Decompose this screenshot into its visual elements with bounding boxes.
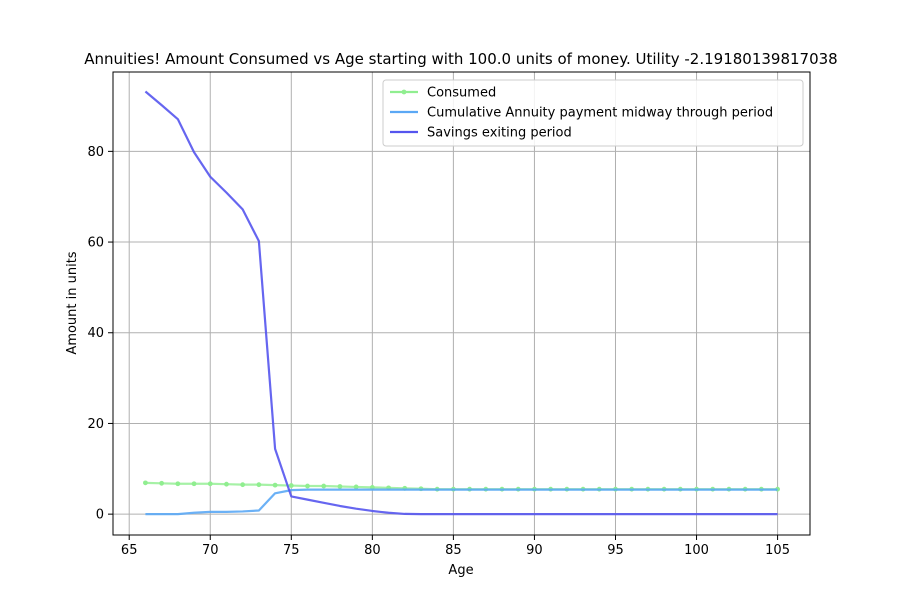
data-point: [191, 481, 197, 487]
data-point: [353, 484, 359, 490]
data-point: [175, 481, 181, 487]
legend-label: Cumulative Annuity payment midway throug…: [427, 106, 773, 121]
chart-title: Annuities! Amount Consumed vs Age starti…: [84, 50, 837, 68]
y-tick-label: 40: [87, 326, 104, 341]
series-line: [145, 481, 778, 491]
y-axis: 0 20 40 60 80: [87, 145, 113, 523]
data-point: [321, 483, 327, 489]
series-layer: [143, 90, 780, 516]
x-tick-label: 105: [765, 543, 790, 558]
x-tick-label: 75: [283, 543, 300, 558]
x-tick-label: 95: [607, 543, 624, 558]
x-tick-label: 80: [364, 543, 381, 558]
y-tick-label: 80: [87, 145, 104, 160]
data-point: [305, 483, 310, 489]
x-tick-label: 85: [445, 543, 462, 558]
data-point: [256, 482, 262, 488]
series-1: [145, 488, 778, 516]
series-line: [144, 90, 778, 516]
plot-frame: [112, 71, 811, 536]
grid: [113, 72, 810, 535]
x-axis-label: Age: [448, 563, 473, 578]
x-tick-label: 90: [526, 543, 543, 558]
data-point: [143, 480, 148, 486]
data-point: [207, 481, 213, 487]
legend-label: Consumed: [427, 86, 496, 101]
y-tick-label: 60: [87, 236, 104, 251]
y-tick-label: 20: [87, 417, 104, 432]
data-point: [240, 482, 246, 488]
series-line: [145, 488, 778, 516]
series-2: [144, 90, 778, 516]
data-point: [224, 481, 229, 487]
data-point: [272, 482, 278, 488]
data-point: [337, 484, 343, 489]
legend-box: [382, 79, 804, 147]
x-tick-label: 100: [684, 543, 709, 558]
x-tick-label: 65: [121, 543, 138, 558]
y-axis-label: Amount in units: [65, 251, 80, 354]
x-axis: 65 70 75 80 85 90 95 100 105: [121, 535, 790, 558]
x-tick-label: 70: [202, 543, 219, 558]
legend-marker: [401, 89, 407, 95]
y-tick-label: 0: [96, 508, 104, 523]
legend: Consumed Cumulative Annuity payment midwa…: [382, 79, 804, 147]
data-point: [288, 483, 294, 488]
legend-label: Savings exiting period: [427, 126, 572, 141]
data-point: [159, 480, 165, 486]
